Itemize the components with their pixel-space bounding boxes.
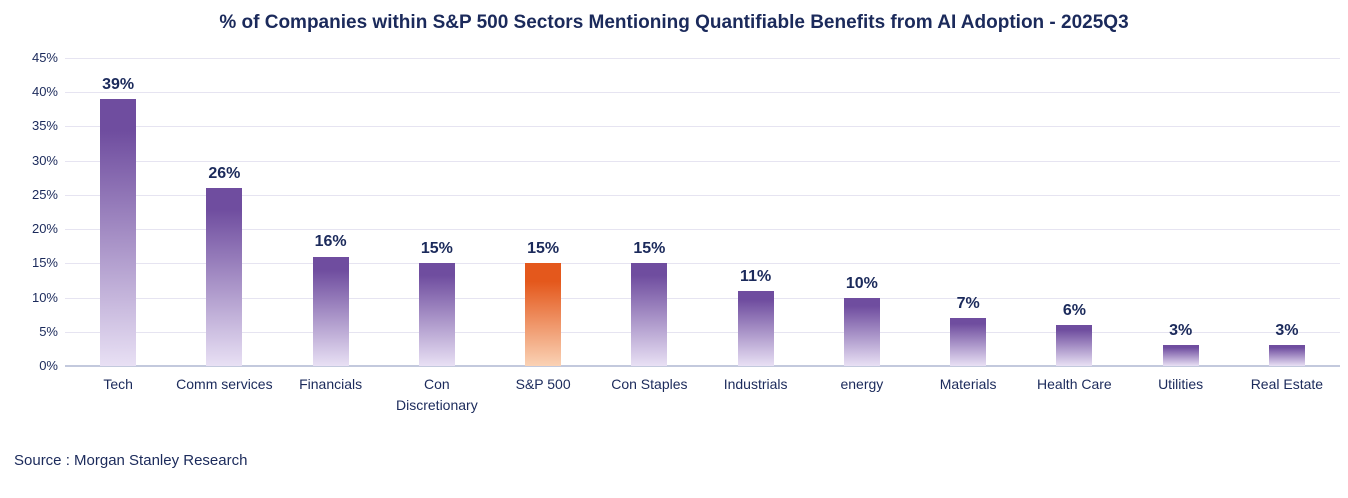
y-axis-tick-label: 5% (39, 323, 58, 339)
y-axis-tick-label: 25% (31, 186, 58, 202)
x-axis-label: Materials (939, 376, 997, 392)
bar-industrials (737, 290, 774, 366)
bar-s-p-500 (525, 263, 562, 366)
x-axis-label: Financials (299, 376, 363, 392)
bar-value-label: 15% (527, 240, 560, 258)
x-axis-label: Real Estate (1250, 376, 1324, 392)
y-axis-tick-label: 0% (39, 358, 58, 373)
bar-con-staples (631, 263, 668, 366)
y-axis-tick-label: 40% (31, 84, 58, 100)
x-axis-baseline (65, 365, 1340, 367)
gridline (65, 331, 1340, 333)
bar-value-label: 15% (633, 240, 666, 258)
bar-value-label: 7% (956, 295, 980, 313)
gridline (65, 297, 1340, 299)
gridline (65, 263, 1340, 265)
bar-value-label: 3% (1169, 322, 1193, 340)
gridline (65, 194, 1340, 196)
plot-area (65, 58, 1340, 367)
gridline (65, 92, 1340, 94)
x-axis-label: Con Discretionary (396, 376, 478, 413)
x-axis-label: Industrials (723, 376, 788, 392)
x-axis-label: S&P 500 (515, 376, 571, 392)
y-axis-tick-label: 10% (31, 289, 58, 305)
bar-con-discretionary (418, 263, 455, 366)
x-axis-label: Utilities (1158, 376, 1204, 392)
bar-comm-services (206, 188, 243, 366)
y-axis-tick-label: 20% (31, 221, 58, 237)
x-axis-label: Con Staples (611, 376, 688, 392)
bar-real-estate (1268, 345, 1305, 366)
bar-energy (843, 297, 880, 366)
y-axis-tick-label: 35% (31, 118, 58, 134)
bar-value-label: 3% (1275, 322, 1299, 340)
gridline (65, 160, 1340, 162)
bar-tech (100, 99, 137, 366)
bar-materials (950, 318, 987, 366)
bar-value-label: 11% (740, 267, 772, 285)
bar-value-label: 16% (314, 233, 347, 251)
bar-value-label: 26% (208, 165, 241, 183)
x-axis-label: energy (840, 376, 884, 392)
bar-value-label: 39% (102, 76, 135, 94)
y-axis-tick-label: 45% (31, 50, 58, 65)
bar-value-label: 15% (420, 240, 453, 258)
chart-title: % of Companies within S&P 500 Sectors Me… (219, 12, 1129, 33)
x-axis-label: Tech (103, 376, 133, 392)
x-axis-label: Health Care (1037, 376, 1112, 392)
gridline (65, 229, 1340, 231)
bar-value-label: 6% (1062, 301, 1086, 319)
source-note: Source : Morgan Stanley Research (14, 452, 248, 469)
bar-financials (312, 256, 349, 366)
bar-health-care (1056, 324, 1093, 366)
gridline (65, 126, 1340, 128)
bar-value-label: 10% (845, 274, 878, 292)
gridline (65, 58, 1340, 59)
y-axis-tick-label: 15% (31, 255, 58, 271)
bar-utilities (1162, 345, 1199, 366)
x-axis-label: Comm services (176, 376, 273, 392)
y-axis-tick-label: 30% (31, 152, 58, 168)
